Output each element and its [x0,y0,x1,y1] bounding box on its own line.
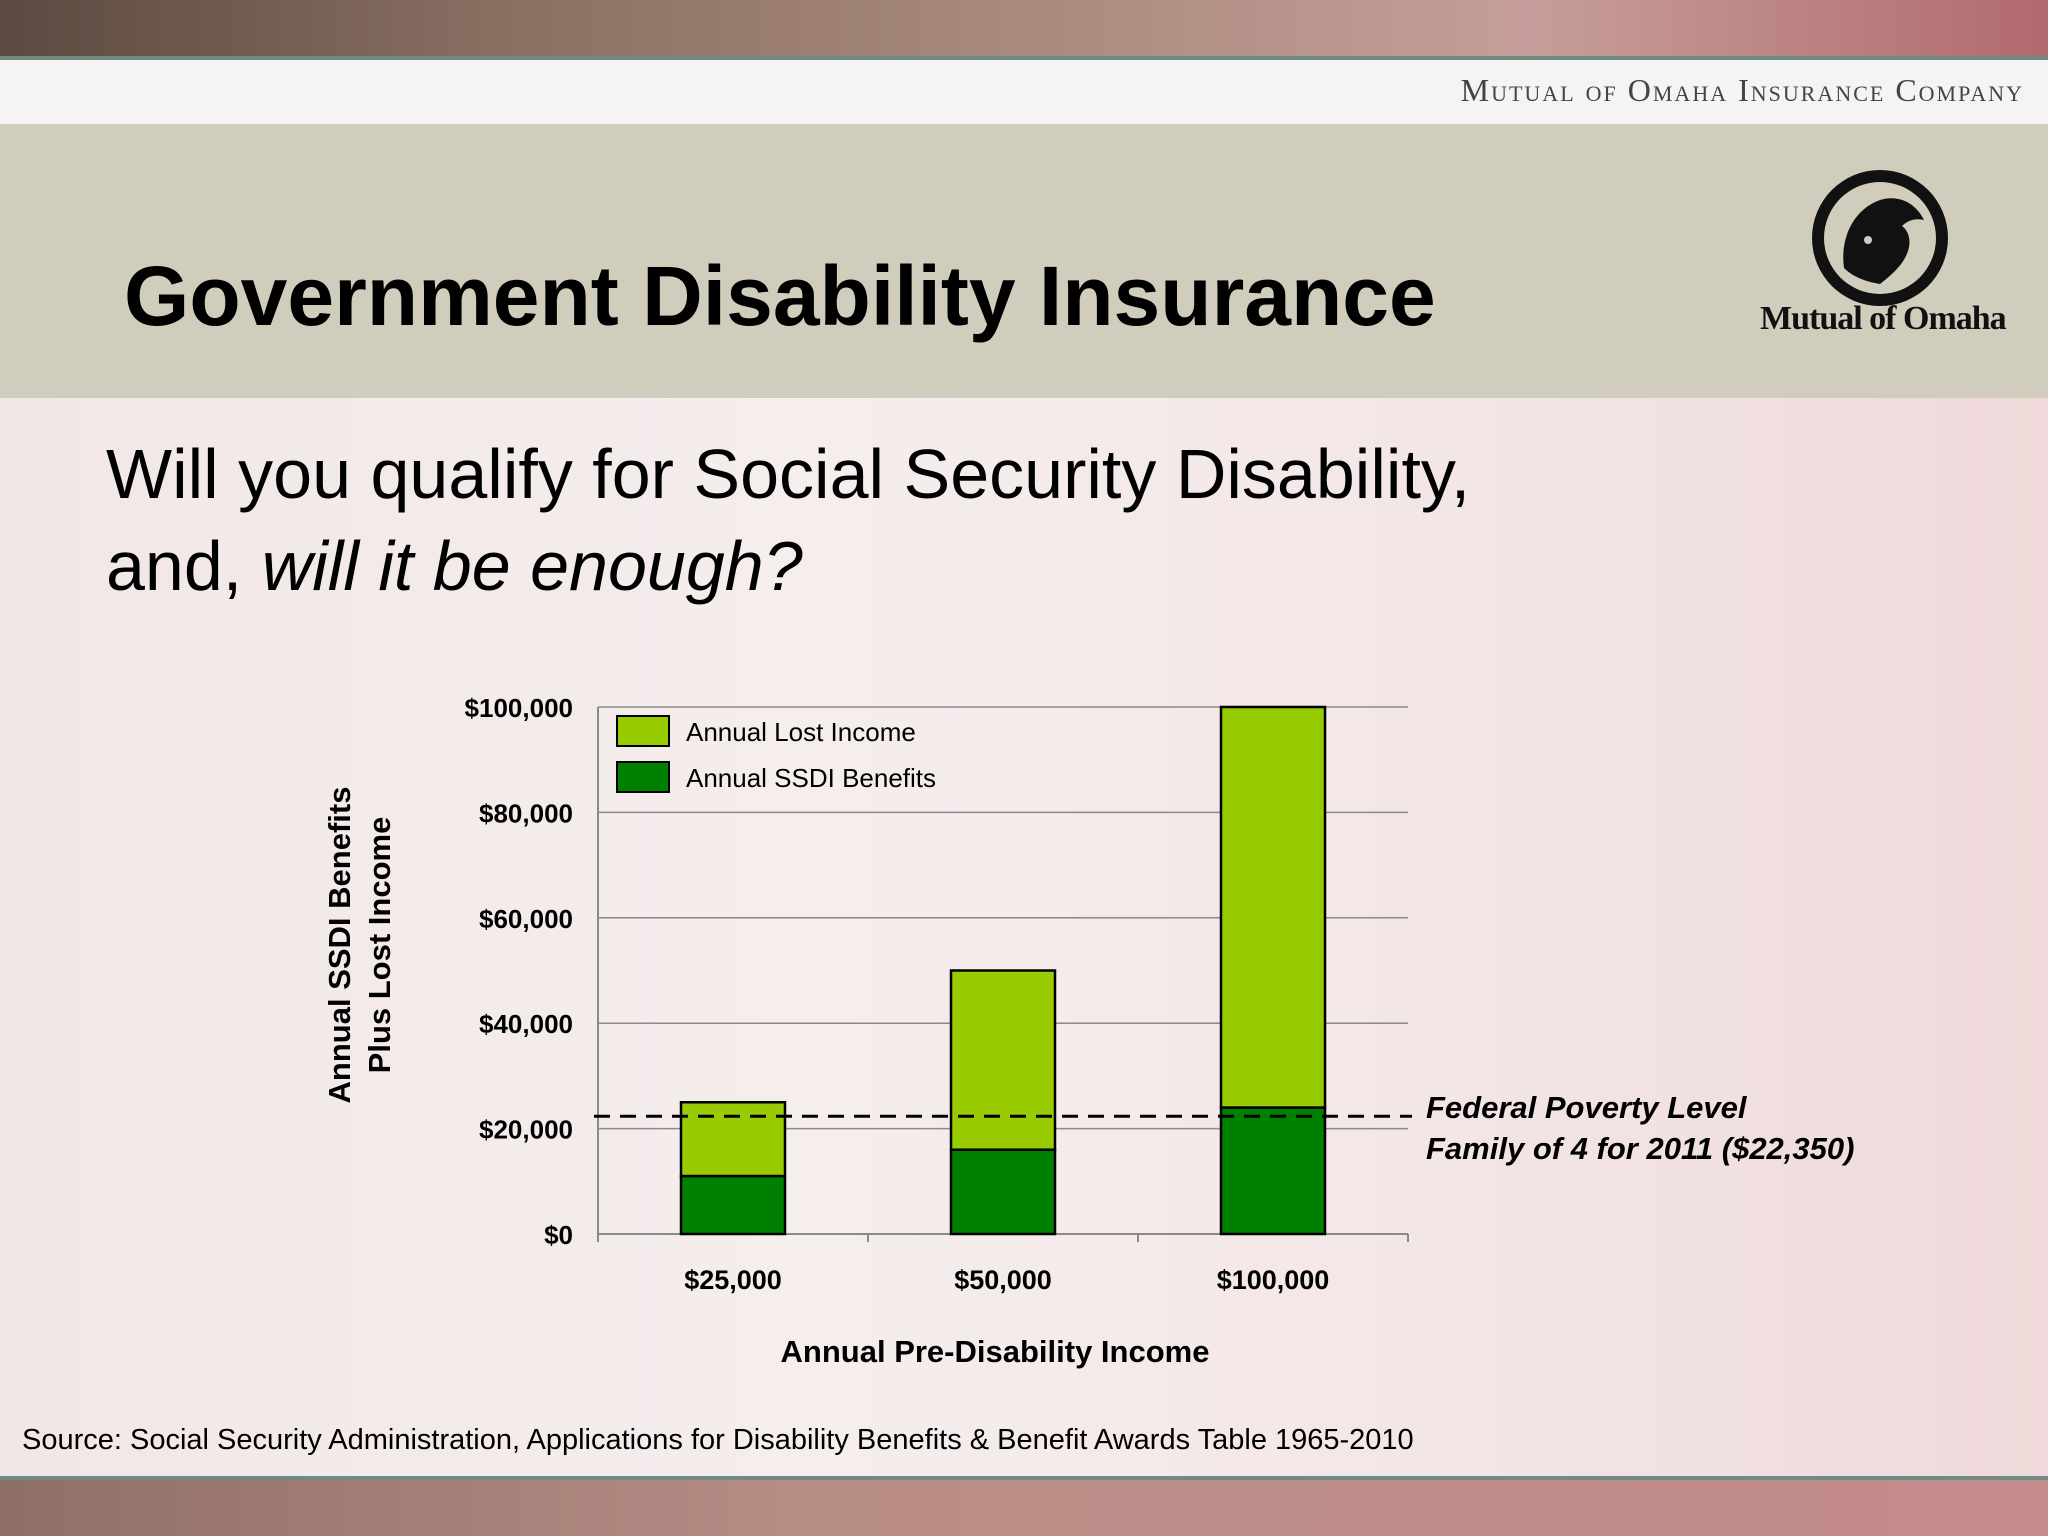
x-axis-title: Annual Pre-Disability Income [781,1334,1210,1369]
source-note: Source: Social Security Administration, … [22,1424,1414,1456]
legend-swatch [616,715,670,747]
legend-swatch [616,761,670,793]
bottom-decor-band [0,1476,2048,1536]
poverty-label-line-1: Federal Poverty Level [1426,1090,1748,1125]
poverty-label-line-2: Family of 4 for 2011 ($22,350) [1426,1131,1854,1166]
legend-label: Annual SSDI Benefits [686,763,936,793]
company-header: Mutual of Omaha Insurance Company [0,60,2048,124]
company-name: Mutual of Omaha Insurance Company [1460,72,2024,108]
question-line-2-emphasis: will it be enough? [261,527,803,605]
top-decor-band [0,0,2048,60]
y-tick-label: $80,000 [479,798,573,828]
title-band [0,124,2048,398]
y-tick-label: $40,000 [479,1009,573,1039]
y-tick-label: $100,000 [465,693,573,723]
y-axis-title-line-1: Annual SSDI Benefits [322,787,357,1104]
x-tick-label: $100,000 [1217,1265,1330,1295]
bar-annual-lost-income-1 [679,1101,787,1178]
question-line-2-prefix: and, [106,527,262,605]
bar-annual-ssdi-benefits-1 [679,1174,787,1236]
x-tick-label: $50,000 [954,1265,1052,1295]
y-tick-label: $60,000 [479,904,573,934]
slide-title: Government Disability Insurance [124,249,1436,343]
bar-annual-ssdi-benefits-2 [949,1148,1057,1236]
y-axis-title-line-2: Plus Lost Income [362,817,397,1074]
question-line-2: and, will it be enough? [106,520,1470,612]
bar-annual-lost-income-2 [949,969,1057,1151]
logo-wordmark: Mutual of Omaha [1760,300,2007,337]
x-tick-label: $25,000 [684,1265,782,1295]
bar-annual-lost-income-3 [1219,705,1327,1109]
question-text: Will you qualify for Social Security Dis… [106,428,1470,612]
y-tick-label: $0 [544,1220,573,1250]
legend-label: Annual Lost Income [686,717,916,747]
mutual-of-omaha-logo-icon [1812,170,1948,306]
bar-annual-ssdi-benefits-3 [1219,1106,1327,1236]
question-line-1: Will you qualify for Social Security Dis… [106,435,1471,513]
y-tick-label: $20,000 [479,1115,573,1145]
